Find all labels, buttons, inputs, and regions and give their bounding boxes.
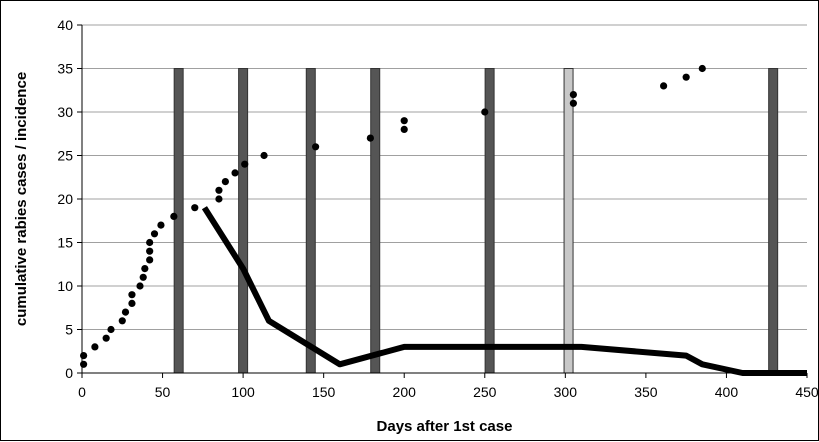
data-point	[107, 325, 115, 334]
x-tick-label: 400	[715, 384, 739, 400]
data-point	[146, 238, 154, 247]
data-point	[146, 256, 154, 264]
x-tick-label: 200	[393, 384, 417, 400]
x-tick-label: 250	[473, 384, 497, 400]
data-point	[80, 352, 88, 360]
data-point	[91, 343, 99, 351]
data-point	[150, 230, 159, 238]
data-point	[141, 265, 149, 273]
y-tick-label: 5	[65, 322, 73, 338]
x-tick-label: 350	[634, 384, 658, 400]
bar	[305, 68, 316, 374]
y-tick-label: 40	[57, 17, 73, 33]
data-point	[215, 195, 223, 203]
data-point	[128, 299, 136, 307]
data-point	[215, 186, 223, 194]
bar	[370, 68, 381, 374]
incidence-line	[201, 206, 807, 376]
data-point	[121, 308, 130, 316]
data-point	[400, 125, 408, 133]
x-axis-title: Days after 1st case	[377, 418, 513, 435]
x-tick-label: 450	[795, 384, 819, 400]
data-point	[80, 360, 88, 368]
data-point	[170, 212, 178, 220]
x-tick-label: 100	[231, 384, 255, 400]
y-tick-label: 20	[57, 191, 73, 207]
y-tick-label: 0	[65, 365, 73, 381]
data-point	[312, 143, 320, 151]
y-tick-label: 30	[57, 104, 73, 120]
data-point	[139, 273, 147, 281]
y-tick-label: 15	[57, 235, 73, 251]
data-point	[231, 169, 239, 177]
data-point	[136, 282, 144, 290]
data-point	[569, 91, 577, 99]
data-point	[191, 204, 199, 212]
data-point	[260, 151, 268, 160]
data-point	[241, 160, 249, 168]
y-tick-label: 10	[57, 278, 73, 294]
x-tick-label: 150	[312, 384, 336, 400]
tick-labels: 0 50 100 150 200 250 300 350 400 450 0 5 10 15 20 25 30 3…	[57, 17, 818, 400]
y-axis-title: cumulative rabies cases / incidence	[13, 72, 30, 326]
data-point	[569, 99, 577, 107]
data-point	[128, 291, 136, 299]
data-point	[660, 82, 668, 90]
data-point	[221, 178, 229, 186]
data-point	[366, 134, 374, 142]
data-point	[157, 221, 165, 229]
x-tick-label: 50	[155, 384, 171, 400]
gridlines	[82, 24, 807, 330]
data-point	[400, 117, 408, 125]
bar	[238, 68, 249, 374]
axes	[77, 24, 808, 378]
bar	[768, 68, 779, 374]
y-tick-label: 35	[57, 61, 73, 77]
x-tick-label: 0	[78, 384, 86, 400]
bar	[563, 68, 574, 374]
bar	[173, 68, 184, 374]
data-point	[118, 317, 126, 325]
y-tick-label: 25	[57, 148, 73, 164]
data-point	[682, 73, 690, 81]
data-point	[146, 247, 154, 255]
series-line	[201, 206, 807, 376]
data-point	[481, 108, 489, 116]
data-point	[102, 334, 110, 342]
vertical-bars	[173, 68, 779, 374]
data-point	[698, 64, 706, 73]
x-tick-label: 300	[554, 384, 578, 400]
